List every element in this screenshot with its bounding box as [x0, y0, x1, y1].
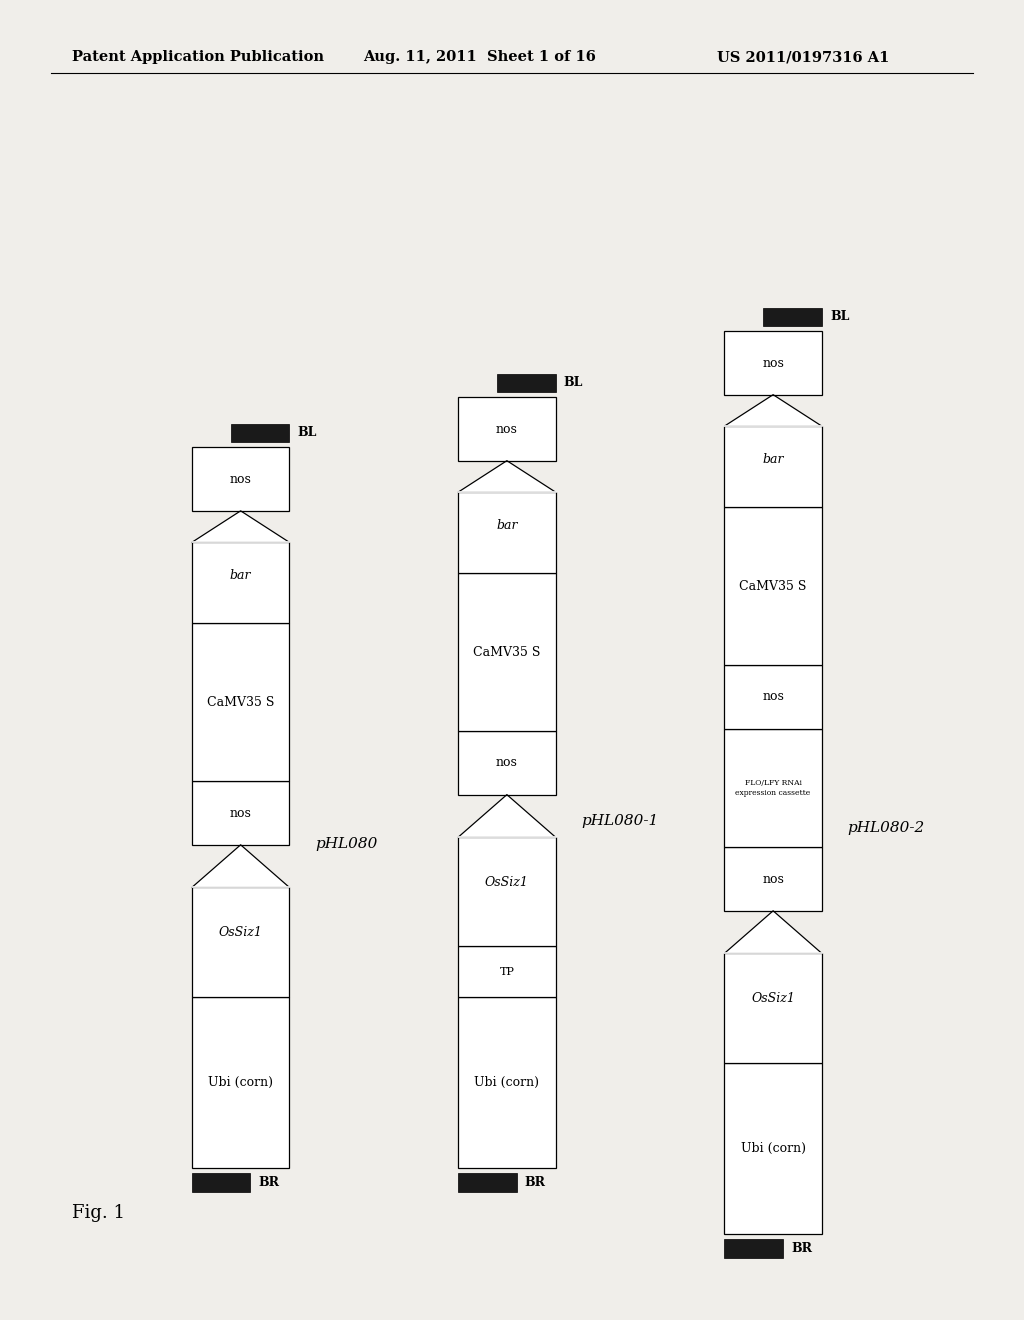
Polygon shape: [725, 395, 821, 426]
Bar: [193, 1173, 250, 1192]
Bar: [764, 308, 821, 326]
Text: Fig. 1: Fig. 1: [72, 1204, 125, 1222]
Text: CaMV35 S: CaMV35 S: [207, 696, 274, 709]
Bar: [725, 665, 821, 729]
Bar: [230, 424, 289, 442]
Text: pHL080-1: pHL080-1: [582, 814, 658, 829]
Text: OsSiz1: OsSiz1: [485, 876, 528, 890]
Bar: [193, 997, 289, 1168]
Bar: [193, 623, 289, 781]
Text: BL: BL: [297, 426, 316, 440]
Bar: [459, 573, 555, 731]
Bar: [459, 397, 555, 461]
Text: nos: nos: [496, 756, 518, 770]
Bar: [459, 946, 555, 997]
Text: OsSiz1: OsSiz1: [219, 927, 262, 940]
Bar: [459, 1173, 516, 1192]
Polygon shape: [459, 461, 555, 492]
Text: CaMV35 S: CaMV35 S: [739, 579, 807, 593]
Bar: [459, 997, 555, 1168]
Text: nos: nos: [229, 473, 252, 486]
Text: nos: nos: [762, 690, 784, 704]
Bar: [725, 331, 821, 395]
Text: nos: nos: [762, 356, 784, 370]
Polygon shape: [459, 795, 555, 837]
Text: BL: BL: [829, 310, 849, 323]
Bar: [459, 837, 555, 946]
Polygon shape: [725, 911, 821, 953]
Bar: [725, 1063, 821, 1234]
Bar: [725, 847, 821, 911]
Text: Patent Application Publication: Patent Application Publication: [72, 50, 324, 65]
Text: TP: TP: [500, 966, 514, 977]
Text: pHL080-2: pHL080-2: [848, 821, 925, 836]
Text: BR: BR: [258, 1176, 280, 1189]
Text: nos: nos: [496, 422, 518, 436]
Text: bar: bar: [230, 569, 251, 582]
Text: Ubi (corn): Ubi (corn): [740, 1142, 806, 1155]
Bar: [193, 543, 289, 623]
Text: BR: BR: [524, 1176, 546, 1189]
Bar: [498, 374, 555, 392]
Bar: [193, 781, 289, 845]
Bar: [193, 447, 289, 511]
Text: Ubi (corn): Ubi (corn): [208, 1076, 273, 1089]
Bar: [459, 731, 555, 795]
Bar: [725, 953, 821, 1063]
Polygon shape: [193, 845, 289, 887]
Text: bar: bar: [763, 453, 783, 466]
Text: bar: bar: [497, 519, 517, 532]
Text: BL: BL: [563, 376, 583, 389]
Text: CaMV35 S: CaMV35 S: [473, 645, 541, 659]
Text: Ubi (corn): Ubi (corn): [474, 1076, 540, 1089]
Text: OsSiz1: OsSiz1: [752, 993, 795, 1006]
Text: nos: nos: [762, 873, 784, 886]
Text: US 2011/0197316 A1: US 2011/0197316 A1: [717, 50, 889, 65]
Text: FLO/LFY RNAi
expression cassette: FLO/LFY RNAi expression cassette: [735, 779, 811, 797]
Bar: [725, 729, 821, 847]
Bar: [725, 507, 821, 665]
Bar: [725, 426, 821, 507]
Bar: [725, 1239, 782, 1258]
Text: pHL080: pHL080: [315, 837, 377, 851]
Bar: [459, 492, 555, 573]
Text: nos: nos: [229, 807, 252, 820]
Polygon shape: [193, 511, 289, 543]
Text: BR: BR: [791, 1242, 812, 1255]
Text: Aug. 11, 2011  Sheet 1 of 16: Aug. 11, 2011 Sheet 1 of 16: [364, 50, 596, 65]
Bar: [193, 887, 289, 997]
